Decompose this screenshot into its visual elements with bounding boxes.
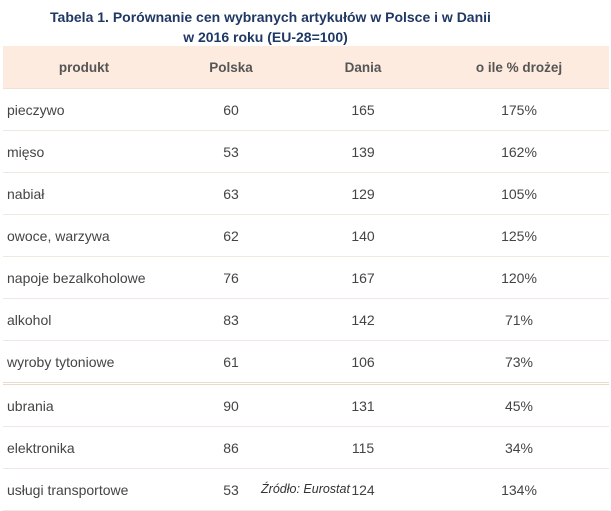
cell-difference: 162% [429, 130, 609, 173]
cell-polska: 83 [165, 298, 297, 341]
table-row: ubrania 90 131 45% [3, 383, 609, 427]
source-note: Źródło: Eurostat [261, 482, 350, 496]
header-produkt: produkt [3, 46, 165, 89]
table-row: nabiał 63 129 105% [3, 172, 609, 215]
table-row: napoje bezalkoholowe 76 167 120% [3, 256, 609, 299]
header-row: produkt Polska Dania o ile % drożej [3, 46, 609, 89]
cell-difference: 73% [429, 340, 609, 385]
cell-polska: 62 [165, 214, 297, 257]
header-difference: o ile % drożej [429, 46, 609, 89]
header-dania: Dania [297, 46, 429, 89]
cell-polska: 53 [165, 130, 297, 173]
cell-difference: 34% [429, 426, 609, 469]
cell-product: owoce, warzywa [3, 214, 165, 257]
cell-dania: 129 [297, 172, 429, 215]
cell-polska: 76 [165, 256, 297, 299]
cell-dania: 139 [297, 130, 429, 173]
cell-polska: 90 [165, 383, 297, 427]
table-row: elektronika 86 115 34% [3, 426, 609, 469]
table-row: mięso 53 139 162% [3, 130, 609, 173]
cell-product: wyroby tytoniowe [3, 340, 165, 385]
cell-polska: 61 [165, 340, 297, 385]
cell-difference: 71% [429, 298, 609, 341]
cell-polska: 63 [165, 172, 297, 215]
table-subtitle: w 2016 roku (EU-28=100) [183, 29, 348, 45]
cell-product: nabiał [3, 172, 165, 215]
cell-dania: 167 [297, 256, 429, 299]
cell-product: ubrania [3, 383, 165, 427]
header-polska: Polska [165, 46, 297, 89]
cell-difference: 45% [429, 383, 609, 427]
cell-product: napoje bezalkoholowe [3, 256, 165, 299]
table-row: pieczywo 60 165 175% [3, 88, 609, 131]
cell-dania: 106 [297, 340, 429, 385]
cell-dania: 140 [297, 214, 429, 257]
cell-dania: 131 [297, 383, 429, 427]
cell-polska: 86 [165, 426, 297, 469]
cell-difference: 125% [429, 214, 609, 257]
cell-difference: 175% [429, 88, 609, 131]
cell-dania: 165 [297, 88, 429, 131]
cell-product: alkohol [3, 298, 165, 341]
cell-product: elektronika [3, 426, 165, 469]
cell-product: mięso [3, 130, 165, 173]
table-title: Tabela 1. Porównanie cen wybranych artyk… [50, 9, 491, 25]
cell-dania: 142 [297, 298, 429, 341]
cell-polska: 60 [165, 88, 297, 131]
table-row: alkohol 83 142 71% [3, 298, 609, 341]
cell-difference: 105% [429, 172, 609, 215]
table-row: wyroby tytoniowe 61 106 73% [3, 340, 609, 385]
table-row: owoce, warzywa 62 140 125% [3, 214, 609, 257]
cell-dania: 115 [297, 426, 429, 469]
cell-difference: 120% [429, 256, 609, 299]
price-comparison-table: produkt Polska Dania o ile % drożej piec… [3, 46, 609, 511]
cell-product: pieczywo [3, 88, 165, 131]
